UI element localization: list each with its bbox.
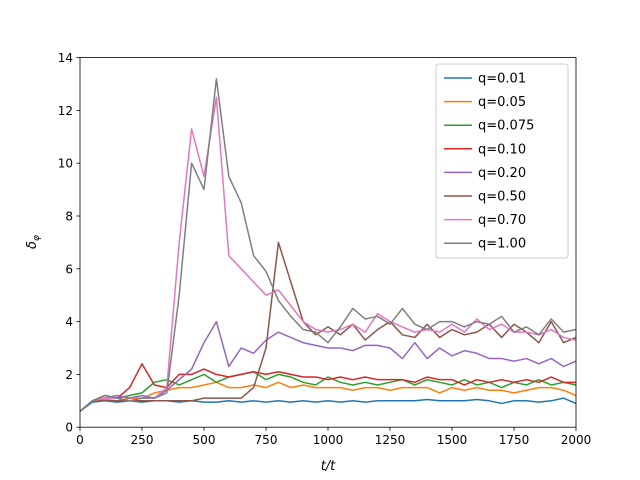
x-tick-label: 2000 xyxy=(561,433,592,447)
y-tick-label: 8 xyxy=(65,210,73,224)
x-tick-label: 1750 xyxy=(499,433,530,447)
series-line-8 xyxy=(79,77,577,412)
x-tick-label: 1250 xyxy=(375,433,406,447)
y-tick-label: 12 xyxy=(58,104,73,118)
legend-label-1: q=0.01 xyxy=(478,72,526,87)
y-tick-label: 6 xyxy=(65,262,73,276)
y-axis: 0 2 4 6 8 10 12 14 xyxy=(58,51,80,435)
y-axis-label: δφ xyxy=(25,235,42,249)
y-tick-label: 4 xyxy=(65,315,73,329)
legend-label-4: q=0.10 xyxy=(478,142,526,157)
legend-label-8: q=1.00 xyxy=(478,237,526,252)
series-line-5 xyxy=(79,320,577,412)
series-line-4 xyxy=(79,363,576,412)
x-tick-label: 1500 xyxy=(437,433,468,447)
series-line-3 xyxy=(79,371,577,412)
y-tick-label: 10 xyxy=(58,157,73,171)
legend-label-3: q=0.075 xyxy=(478,119,534,134)
series-line-7 xyxy=(79,96,577,412)
series-line-6 xyxy=(79,241,577,412)
legend-label-5: q=0.20 xyxy=(478,166,526,181)
legend-label-7: q=0.70 xyxy=(478,213,526,228)
x-axis: 0 250 500 750 1000 1250 1500 1750 2000 xyxy=(76,427,591,447)
x-tick-label: 250 xyxy=(131,433,154,447)
legend-label-2: q=0.05 xyxy=(478,95,526,110)
legend-label-6: q=0.50 xyxy=(478,190,526,205)
y-tick-label: 0 xyxy=(65,421,73,435)
x-tick-label: 1000 xyxy=(313,433,344,447)
y-tick-label: 2 xyxy=(65,368,73,382)
series-layer xyxy=(79,77,577,412)
y-tick-label: 14 xyxy=(58,51,73,65)
x-tick-label: 750 xyxy=(255,433,278,447)
legend: q=0.01 q=0.05 q=0.075 q=0.10 q=0.20 q=0.50 q=0… xyxy=(435,63,569,259)
x-tick-label: 0 xyxy=(76,433,84,447)
legend-frame xyxy=(435,63,569,259)
x-tick-label: 500 xyxy=(193,433,216,447)
x-axis-label: t/t xyxy=(321,459,336,474)
